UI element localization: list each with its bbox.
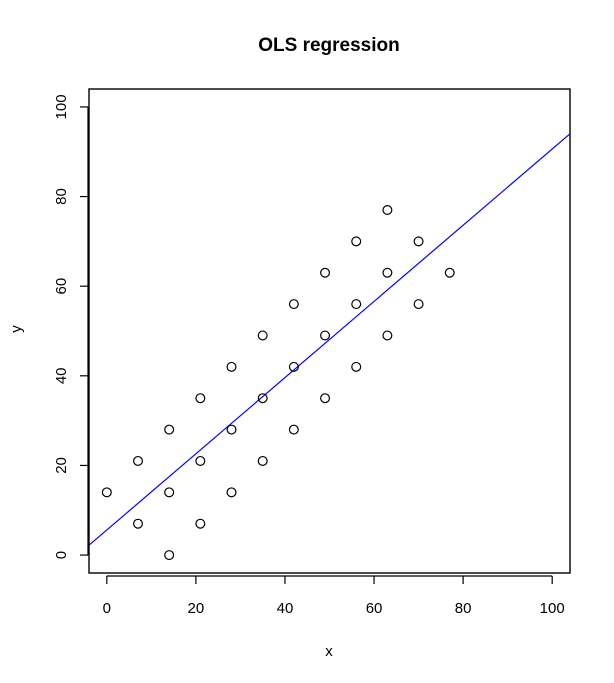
data-point-26: [382, 205, 393, 216]
data-point-4: [164, 487, 175, 498]
data-point-29: [444, 267, 455, 278]
y-axis-label: y: [8, 325, 25, 333]
y-tick-label-0: 0: [53, 551, 70, 559]
x-axis: 0 20 40 60 80 100: [103, 575, 565, 617]
data-point-1: [132, 518, 143, 529]
data-point-6: [195, 518, 206, 529]
chart-title: OLS regression: [258, 35, 400, 56]
data-point-0: [101, 487, 112, 498]
data-point-9: [226, 487, 237, 498]
x-tick-label-40: 40: [277, 600, 294, 617]
data-point-7: [195, 455, 206, 466]
data-point-2: [132, 455, 143, 466]
data-point-18: [320, 393, 331, 404]
data-point-5: [164, 424, 175, 435]
regression-line: [88, 133, 571, 546]
data-point-13: [257, 393, 268, 404]
data-point-27: [413, 299, 424, 310]
data-point-28: [413, 236, 424, 247]
data-point-8: [195, 393, 206, 404]
data-point-24: [382, 330, 393, 341]
y-tick-label-100: 100: [53, 94, 70, 119]
x-tick-label-100: 100: [540, 600, 565, 617]
y-tick-label-80: 80: [53, 188, 70, 205]
data-point-21: [351, 361, 362, 372]
y-tick-label-40: 40: [53, 367, 70, 384]
data-point-23: [351, 236, 362, 247]
y-tick-label-20: 20: [53, 457, 70, 474]
data-point-11: [226, 361, 237, 372]
data-point-14: [257, 330, 268, 341]
plot-area-frame: [88, 88, 571, 574]
x-axis-label: x: [325, 643, 333, 660]
y-tick-label-60: 60: [53, 278, 70, 295]
data-point-17: [288, 299, 299, 310]
data-point-3: [164, 550, 175, 561]
regression-layer: [88, 133, 571, 546]
x-tick-label-0: 0: [103, 600, 111, 617]
data-point-22: [351, 299, 362, 310]
data-point-12: [257, 455, 268, 466]
data-point-20: [320, 267, 331, 278]
x-tick-label-80: 80: [455, 600, 472, 617]
data-point-10: [226, 424, 237, 435]
data-point-25: [382, 267, 393, 278]
y-axis: 0 20 40 60 80 100: [53, 94, 89, 559]
x-tick-label-60: 60: [366, 600, 383, 617]
points-layer: [101, 205, 455, 561]
x-tick-label-20: 20: [188, 600, 205, 617]
data-point-19: [320, 330, 331, 341]
data-point-15: [288, 424, 299, 435]
data-point-16: [288, 361, 299, 372]
